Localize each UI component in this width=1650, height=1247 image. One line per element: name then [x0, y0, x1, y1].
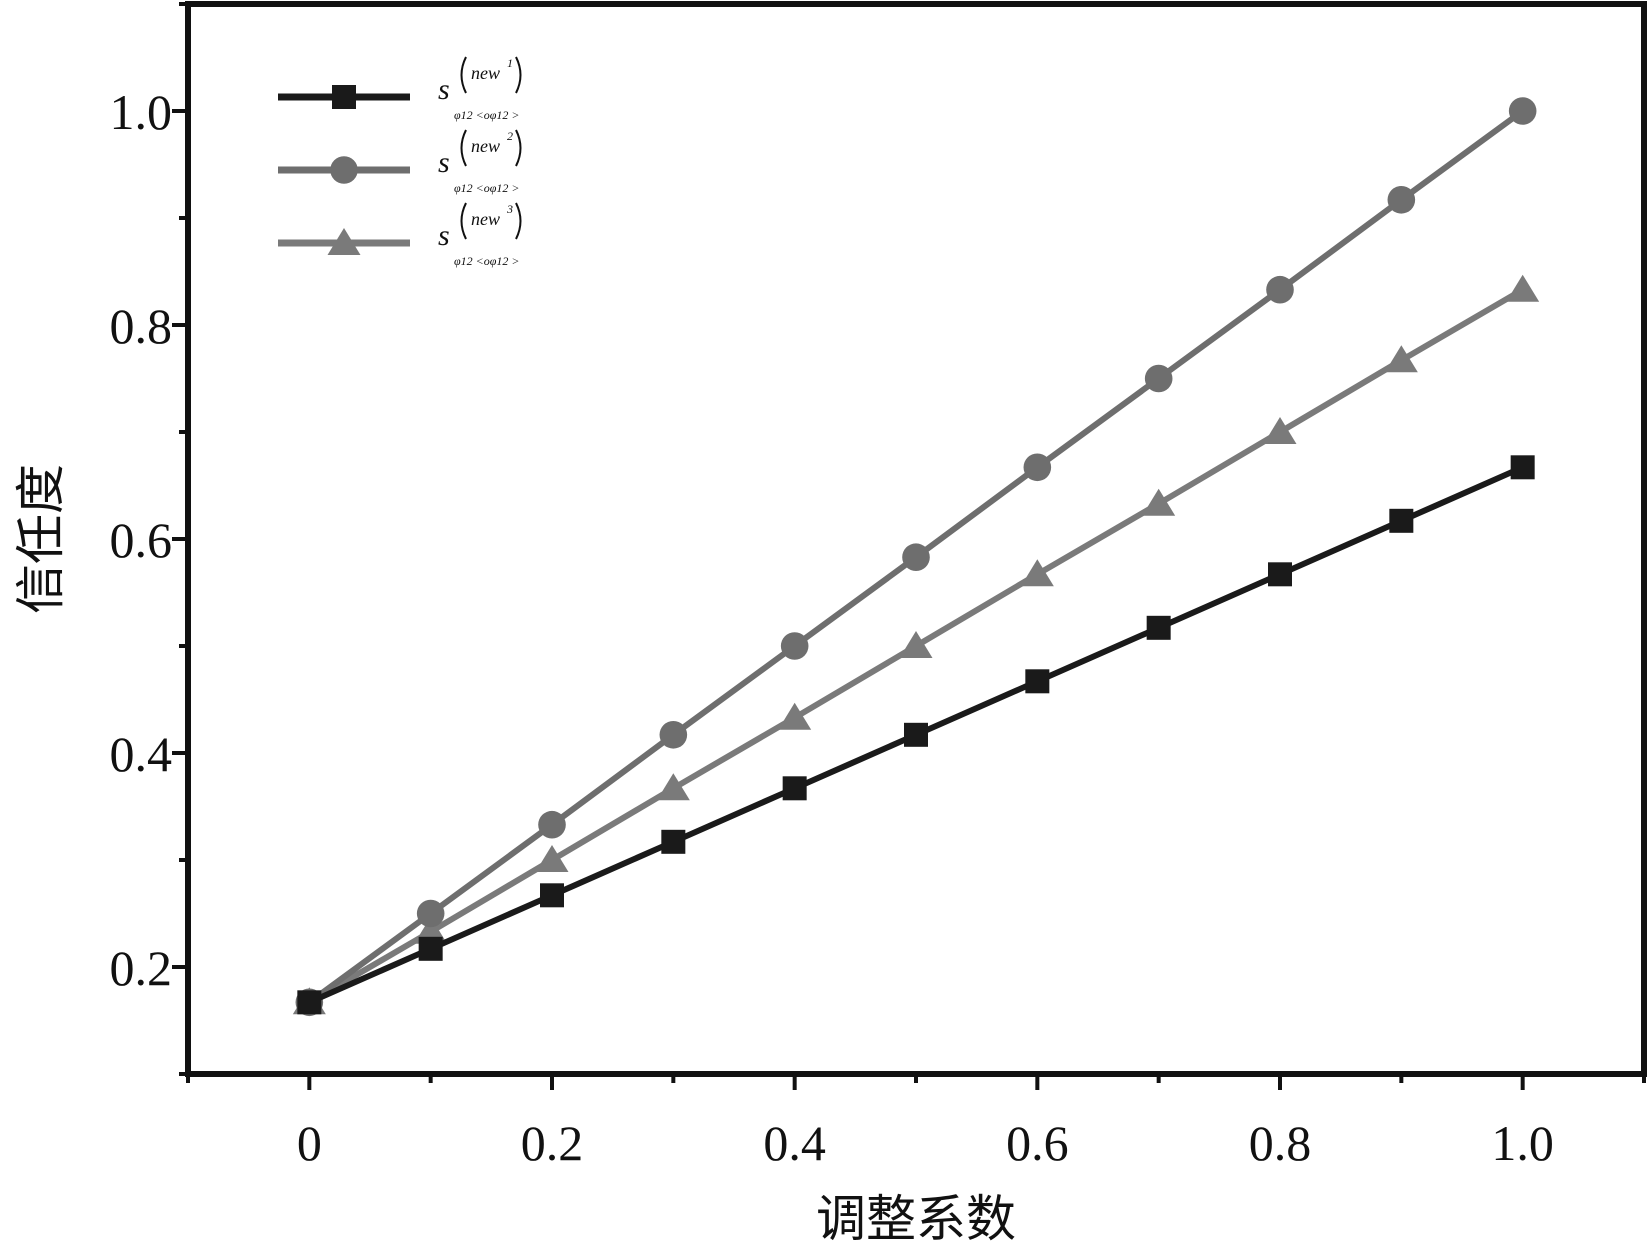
legend-parentheses-3	[460, 202, 522, 240]
y-tick-label-0.2: 0.2	[110, 940, 173, 996]
series-1-point-8	[1268, 562, 1292, 587]
series-3-point-8	[1263, 417, 1297, 444]
legend-label-sup-1: new	[471, 63, 500, 83]
series-2-point-5	[902, 543, 930, 571]
series-1-point-5	[904, 722, 928, 747]
series-3-point-10	[1506, 274, 1540, 302]
legend-item-2: s new 2 φ12 <oφ12 >	[278, 129, 522, 195]
legend-item-3: s new 3 φ12 <oφ12 >	[278, 202, 522, 268]
series-2-point-7	[1144, 364, 1173, 393]
series-2-point-3	[659, 721, 688, 749]
series-3-point-2	[535, 845, 569, 872]
legend-label-sub-2: φ12 <oφ12 >	[454, 181, 519, 195]
series-2-point-9	[1387, 186, 1416, 214]
legend-label-sub-3: φ12 <oφ12 >	[454, 254, 519, 268]
legend-label-sub-1: φ12 <oφ12 >	[454, 108, 519, 122]
legend-swatch-marker-1	[332, 85, 356, 109]
series-2	[295, 97, 1537, 1017]
legend-label-sup-index-1: 1	[507, 56, 513, 70]
series-1-point-2	[540, 883, 564, 908]
legend-label-sup-index-2: 2	[507, 129, 513, 143]
legend-label-main-3: s	[438, 219, 450, 252]
legend-label-sup-2: new	[471, 136, 500, 156]
legend-swatch-marker-3	[327, 228, 361, 255]
plot-frame	[185, 1, 1647, 1077]
series-3-point-6	[1020, 559, 1054, 587]
x-tick-label-1.0: 1.0	[1491, 1115, 1554, 1171]
x-tick-label-0.2: 0.2	[521, 1115, 584, 1171]
series-1-point-1	[418, 936, 443, 961]
x-tick-label-0.4: 0.4	[763, 1115, 826, 1171]
x-axis-title: 调整系数	[816, 1190, 1016, 1247]
series-2-point-8	[1266, 275, 1294, 304]
y-tick-label-1.0: 1.0	[110, 84, 173, 140]
legend-swatch-marker-2	[330, 156, 358, 184]
x-tick-label-0: 0	[297, 1115, 322, 1171]
series-2-point-4	[780, 632, 809, 660]
x-tick-label-0.8: 0.8	[1249, 1115, 1312, 1171]
series-3	[292, 274, 1540, 1015]
legend-label-main-1: s	[438, 73, 450, 106]
series-3-point-5	[899, 631, 933, 658]
legend: s new 1 φ12 <oφ12 > s new 2 φ12 <oφ12 > s new 3 φ12…	[278, 56, 522, 268]
series-3-point-7	[1142, 488, 1176, 516]
series-3-point-3	[656, 773, 690, 801]
legend-label-sup-index-3: 3	[506, 202, 513, 216]
series-1-point-7	[1146, 615, 1171, 640]
legend-parentheses-1	[460, 56, 522, 94]
series-1-point-4	[782, 776, 807, 801]
series-layer	[292, 97, 1540, 1017]
legend-parentheses-2	[460, 129, 522, 167]
series-3-point-4	[778, 702, 812, 730]
y-tick-label-0.4: 0.4	[110, 726, 173, 782]
axis-ticks: 0 0.2 0.4 0.6 0.8 1.0 0.2 0.4 0.6 0.8 1.0	[110, 2, 1646, 1171]
y-tick-label-0.6: 0.6	[110, 512, 173, 568]
series-3-point-9	[1384, 345, 1418, 373]
legend-label-sup-3: new	[471, 209, 500, 229]
series-2-point-10	[1508, 97, 1537, 125]
legend-label-main-2: s	[438, 146, 450, 179]
x-tick-label-0.6: 0.6	[1006, 1115, 1069, 1171]
series-1-point-3	[661, 829, 686, 854]
legend-item-1: s new 1 φ12 <oφ12 >	[278, 56, 522, 122]
series-2-point-2	[538, 810, 566, 839]
series-2-point-1	[416, 899, 445, 928]
y-axis-title: 信任度	[12, 464, 70, 614]
series-1-point-10	[1510, 455, 1535, 480]
y-tick-label-0.8: 0.8	[110, 298, 173, 354]
series-2-point-6	[1023, 453, 1052, 482]
series-1	[297, 455, 1535, 1015]
series-1-point-9	[1389, 508, 1414, 533]
series-1-point-0	[297, 990, 322, 1015]
series-1-point-6	[1025, 669, 1050, 694]
